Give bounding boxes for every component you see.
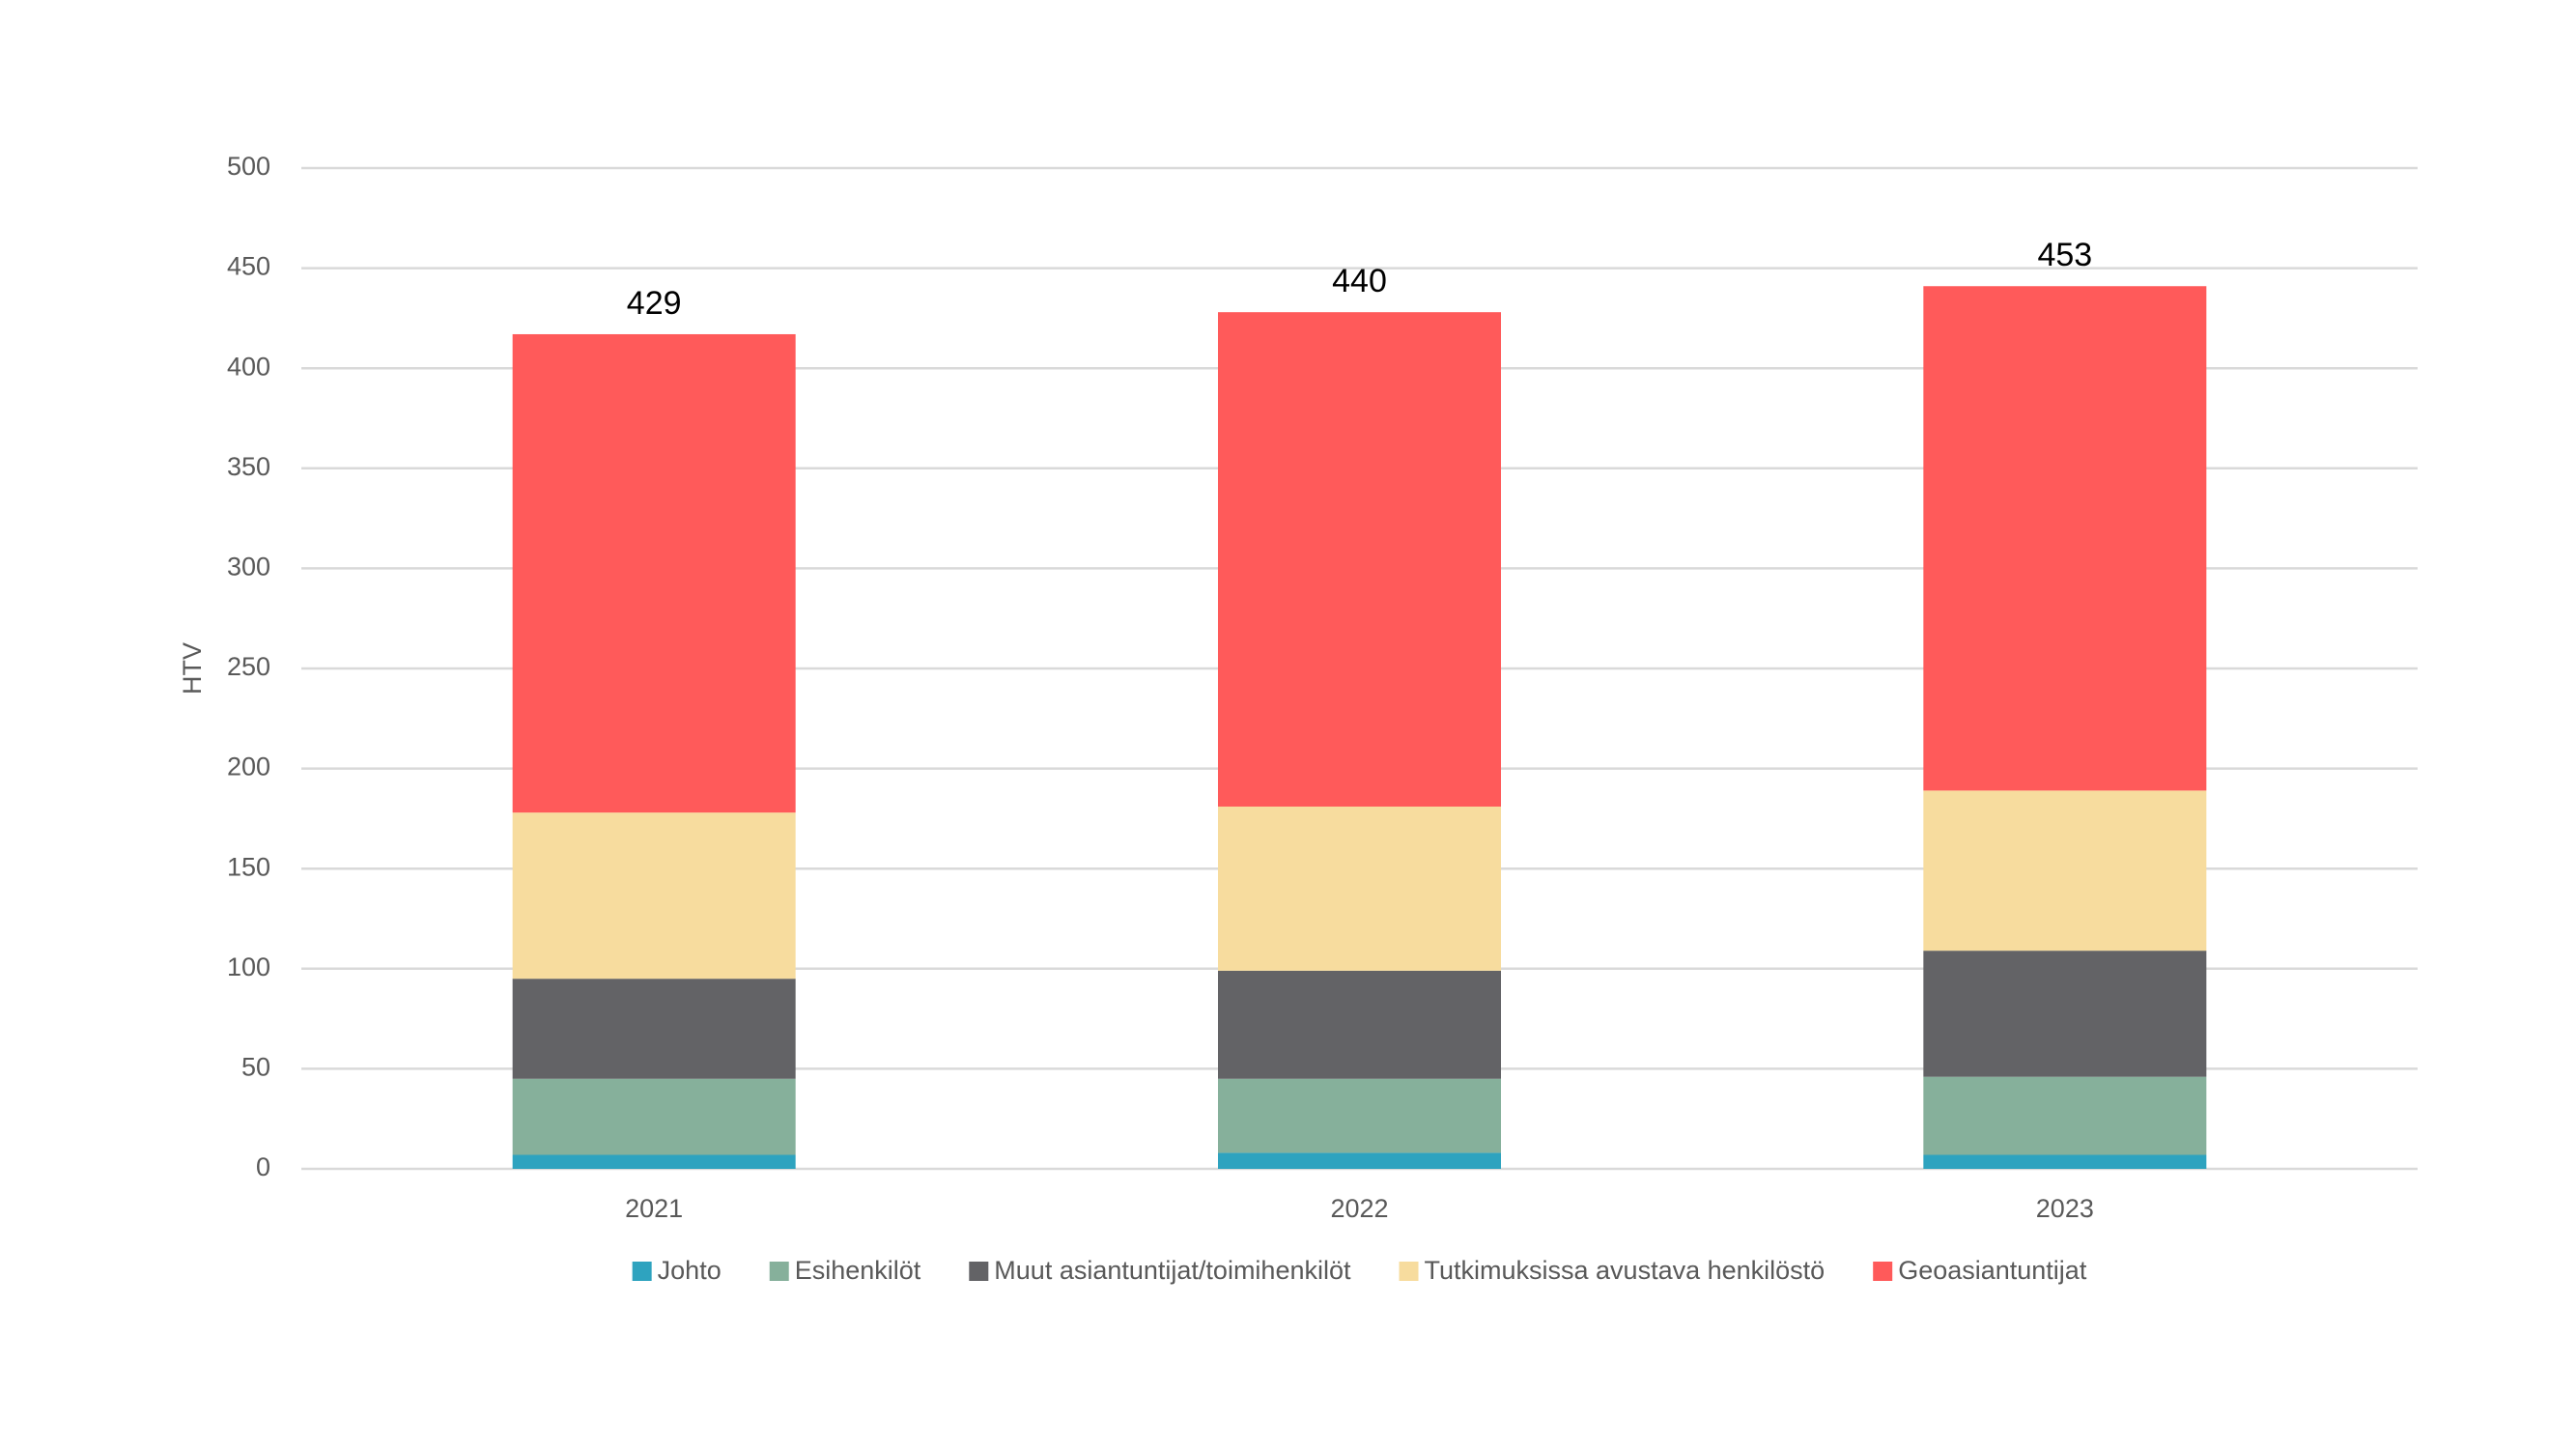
legend-swatch xyxy=(1399,1262,1419,1281)
legend-label: Geoasiantuntijat xyxy=(1898,1256,2087,1285)
bar-segment xyxy=(512,1154,796,1169)
legend-swatch xyxy=(969,1262,989,1281)
legend-label: Tutkimuksissa avustava henkilöstö xyxy=(1425,1256,1826,1285)
y-axis-label: HTV xyxy=(178,642,207,695)
x-tick-label: 2022 xyxy=(1330,1194,1388,1223)
total-label: 453 xyxy=(2037,237,2092,273)
total-label: 440 xyxy=(1332,263,1387,299)
bar-segment xyxy=(1923,1154,2207,1169)
legend-label: Johto xyxy=(658,1256,722,1285)
bar-segment xyxy=(1923,286,2207,791)
bar-segment xyxy=(1218,312,1501,807)
bar-segment xyxy=(512,979,796,1079)
legend-swatch xyxy=(632,1262,652,1281)
bar-segment xyxy=(512,333,796,813)
bar-segment xyxy=(1218,1078,1501,1153)
bar-segment xyxy=(1923,790,2207,952)
total-label: 429 xyxy=(627,285,682,322)
legend-swatch xyxy=(769,1262,789,1281)
y-tick-label: 50 xyxy=(241,1053,270,1082)
y-tick-label: 0 xyxy=(256,1152,270,1181)
bar-segment xyxy=(1218,970,1501,1079)
y-tick-label: 300 xyxy=(227,553,270,582)
legend-label: Muut asiantuntijat/toimihenkilöt xyxy=(994,1256,1351,1285)
bar-segment xyxy=(512,812,796,980)
legend-label: Esihenkilöt xyxy=(795,1256,921,1285)
bar-segment xyxy=(1218,806,1501,971)
y-tick-label: 100 xyxy=(227,952,270,981)
y-tick-label: 450 xyxy=(227,252,270,281)
y-tick-label: 350 xyxy=(227,452,270,481)
y-tick-label: 200 xyxy=(227,753,270,781)
y-tick-label: 500 xyxy=(227,152,270,181)
y-tick-label: 150 xyxy=(227,852,270,881)
bar-segment xyxy=(1923,1076,2207,1155)
bar-segment xyxy=(512,1078,796,1155)
legend-swatch xyxy=(1873,1262,1893,1281)
x-tick-label: 2023 xyxy=(2036,1194,2094,1223)
x-tick-label: 2021 xyxy=(625,1194,683,1223)
y-tick-label: 250 xyxy=(227,652,270,681)
bar-segment xyxy=(1923,951,2207,1077)
legend: Johto Esihenkilöt Muut asiantuntijat/toimi… xyxy=(632,1256,2087,1285)
y-tick-label: 400 xyxy=(227,352,270,381)
bar-segment xyxy=(1218,1152,1501,1169)
